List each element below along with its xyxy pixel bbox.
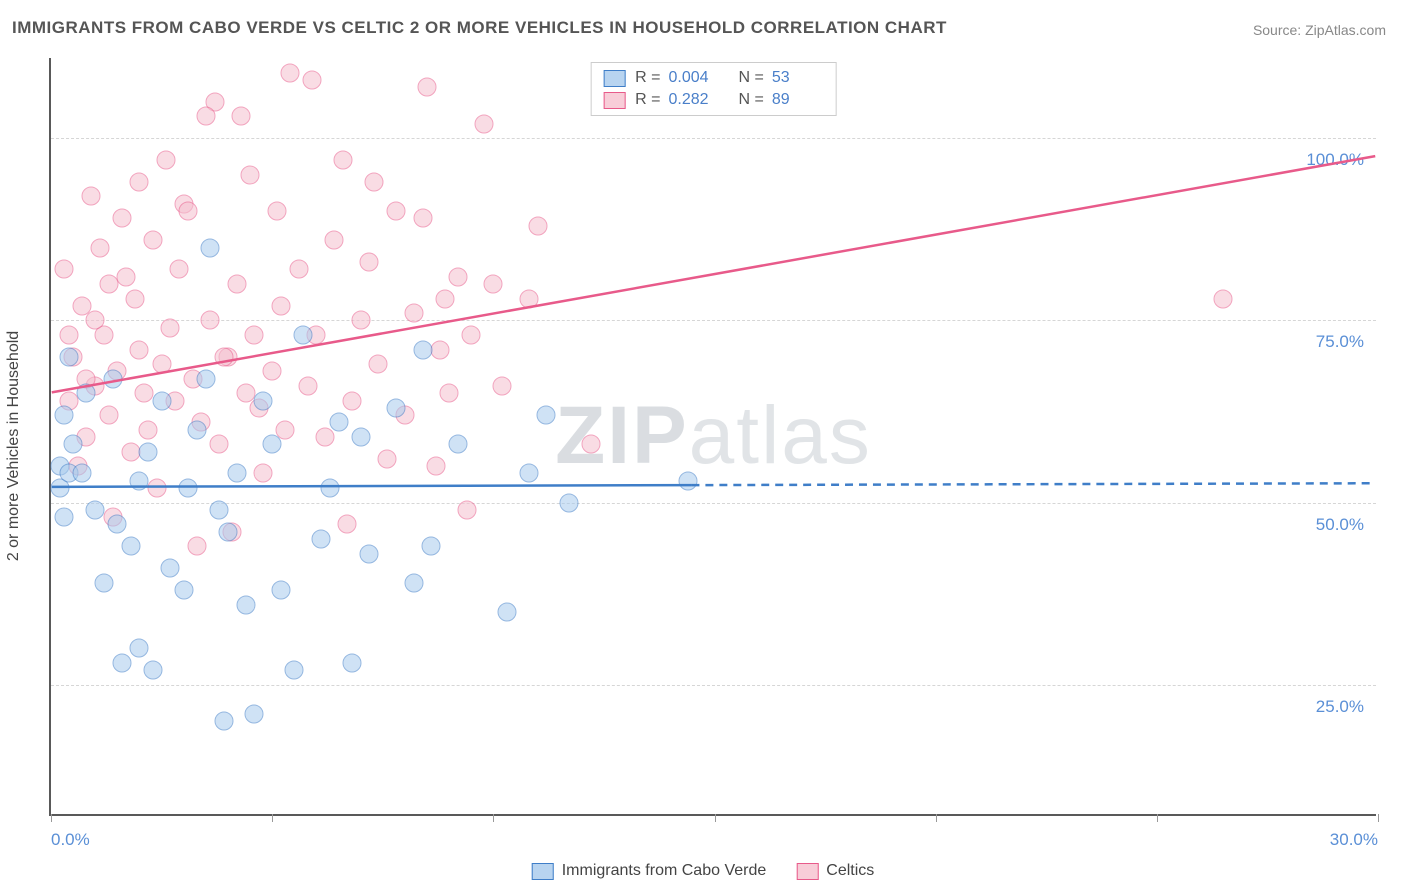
xtick xyxy=(936,814,937,822)
legend-row-pink: R = 0.282 N = 89 xyxy=(603,89,824,111)
legend-item-blue: Immigrants from Cabo Verde xyxy=(532,862,767,880)
y-axis-label: 2 or more Vehicles in Household xyxy=(5,331,23,561)
xtick-label: 0.0% xyxy=(51,830,90,850)
xtick xyxy=(715,814,716,822)
n-label: N = xyxy=(739,69,764,87)
plot-area: ZIPatlas R = 0.004 N = 53 R = 0.282 N = … xyxy=(49,58,1376,816)
xtick xyxy=(51,814,52,822)
trend-line xyxy=(691,483,1375,485)
swatch-blue-icon xyxy=(603,70,625,87)
n-value-pink: 89 xyxy=(772,91,824,109)
xtick xyxy=(493,814,494,822)
trend-line xyxy=(52,156,1375,392)
n-value-blue: 53 xyxy=(772,69,824,87)
swatch-pink-icon xyxy=(603,92,625,109)
legend-label-blue: Immigrants from Cabo Verde xyxy=(562,862,767,880)
source-label: Source: ZipAtlas.com xyxy=(1253,22,1386,38)
swatch-pink-icon xyxy=(796,863,818,880)
series-legend: Immigrants from Cabo Verde Celtics xyxy=(532,862,875,880)
chart-container: IMMIGRANTS FROM CABO VERDE VS CELTIC 2 O… xyxy=(0,0,1406,892)
legend-row-blue: R = 0.004 N = 53 xyxy=(603,67,824,89)
xtick-label: 30.0% xyxy=(1330,830,1378,850)
chart-title: IMMIGRANTS FROM CABO VERDE VS CELTIC 2 O… xyxy=(12,18,947,38)
xtick xyxy=(272,814,273,822)
r-label: R = xyxy=(635,69,660,87)
n-label: N = xyxy=(739,91,764,109)
legend-label-pink: Celtics xyxy=(826,862,874,880)
trend-line xyxy=(52,485,692,487)
r-value-blue: 0.004 xyxy=(669,69,721,87)
xtick xyxy=(1378,814,1379,822)
swatch-blue-icon xyxy=(532,863,554,880)
xtick xyxy=(1157,814,1158,822)
legend-item-pink: Celtics xyxy=(796,862,874,880)
correlation-legend: R = 0.004 N = 53 R = 0.282 N = 89 xyxy=(590,62,837,116)
r-value-pink: 0.282 xyxy=(669,91,721,109)
r-label: R = xyxy=(635,91,660,109)
trend-lines xyxy=(51,58,1376,814)
